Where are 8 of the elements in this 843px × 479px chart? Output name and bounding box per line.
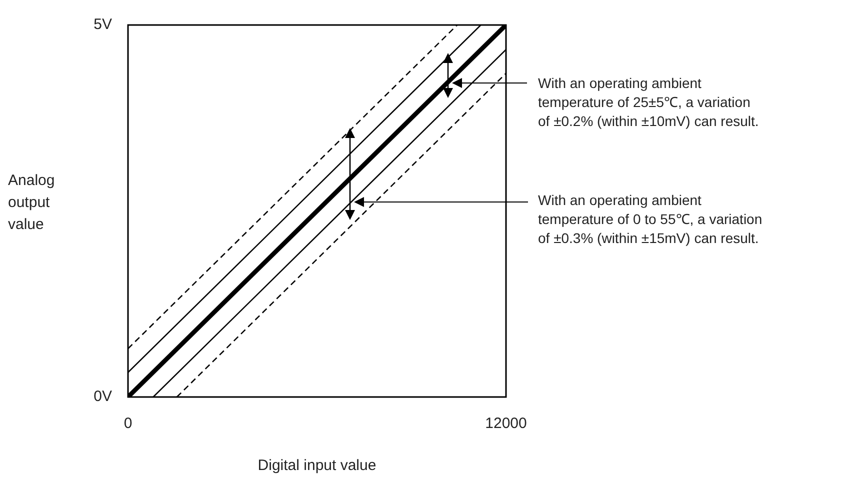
y-tick-label: 0V xyxy=(94,388,112,406)
x-tick-label: 0 xyxy=(124,415,132,432)
x-axis-title: Digital input value xyxy=(258,457,376,474)
text: With an operating ambient temperature of 0 to 55℃, a variation of ±0.3% (within ±15mV) can result. xyxy=(538,191,762,248)
y-axis-title: Analog output value xyxy=(8,171,56,235)
y-tick-label: 5V xyxy=(94,16,112,34)
x-tick-label: 12000 xyxy=(485,415,527,432)
text: With an operating ambient temperature of 25±5℃, a variation of ±0.2% (within ±10mV) can result. xyxy=(538,74,759,131)
